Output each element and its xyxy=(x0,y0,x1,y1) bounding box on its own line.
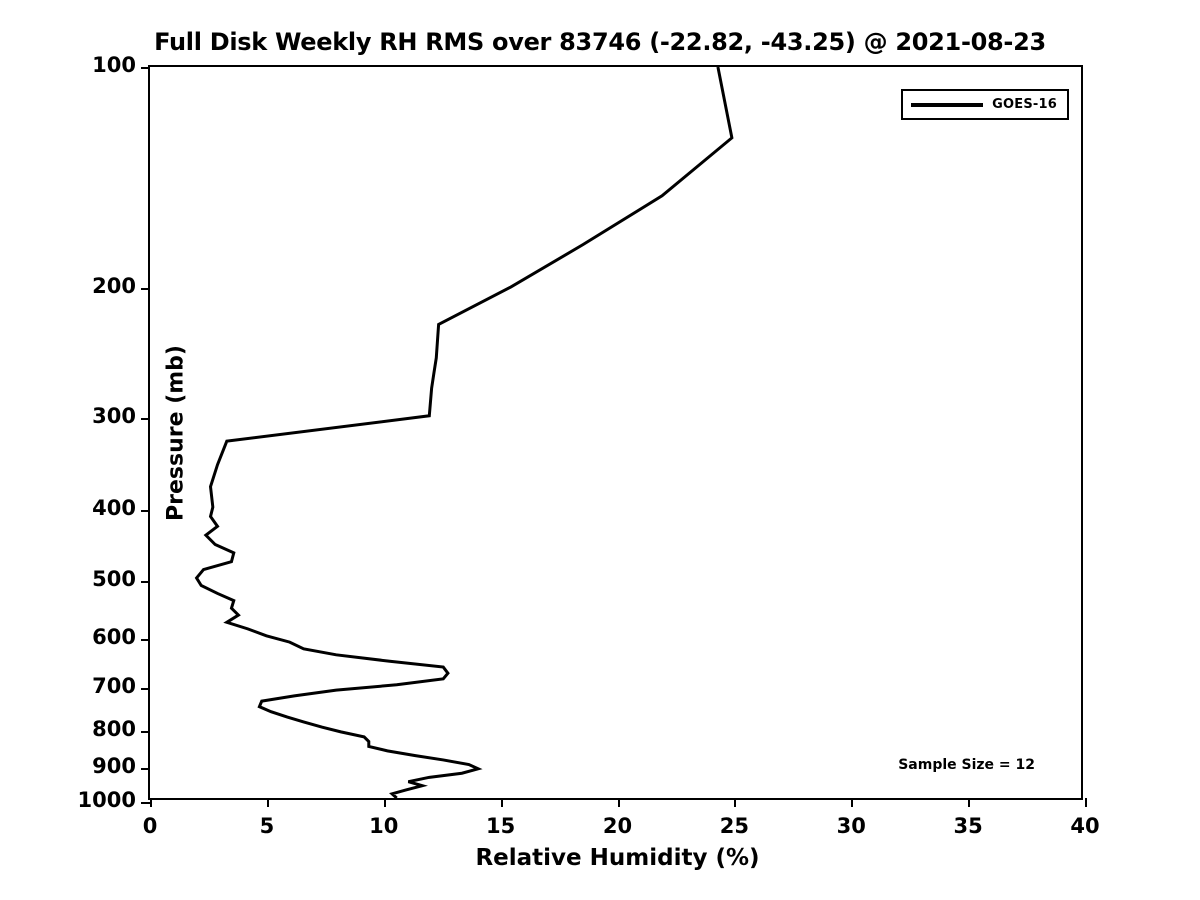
y-tick-label-700: 700 xyxy=(92,674,136,699)
x-tick-20 xyxy=(617,798,620,807)
sample-size-annotation: Sample Size = 12 xyxy=(898,757,1035,773)
x-tick-label-20: 20 xyxy=(602,814,633,838)
chart-title: Full Disk Weekly RH RMS over 83746 (-22.… xyxy=(154,28,1046,56)
x-tick-label-25: 25 xyxy=(719,814,749,838)
legend: GOES-16 xyxy=(901,89,1069,120)
y-tick-label-300: 300 xyxy=(92,403,136,428)
y-tick-label-500: 500 xyxy=(92,566,136,591)
x-tick-5 xyxy=(266,798,269,807)
x-tick-label-0: 0 xyxy=(142,814,158,838)
x-tick-0 xyxy=(150,798,152,807)
x-tick-40 xyxy=(1085,798,1087,807)
x-tick-label-40: 40 xyxy=(1070,814,1100,838)
y-tick-label-800: 800 xyxy=(92,716,136,741)
y-tick-label-400: 400 xyxy=(92,495,136,520)
y-tick-800 xyxy=(141,730,150,733)
legend-label-goes-16: GOES-16 xyxy=(992,97,1057,112)
x-tick-35 xyxy=(968,798,971,807)
y-tick-label-200: 200 xyxy=(92,274,136,299)
x-tick-label-5: 5 xyxy=(259,814,275,838)
plot-area: 100 200 300 400 500 600 700 800 900 1000 0 5 10 15 20… xyxy=(78,53,1100,871)
y-tick-400 xyxy=(141,509,150,512)
y-tick-1000 xyxy=(141,802,150,804)
data-line-goes-16 xyxy=(194,67,734,798)
x-tick-label-30: 30 xyxy=(836,814,866,838)
y-tick-600 xyxy=(141,638,150,641)
x-tick-label-15: 15 xyxy=(486,814,516,838)
legend-swatch-goes-16 xyxy=(911,102,984,107)
data-plot-svg xyxy=(194,67,734,798)
y-tick-100 xyxy=(141,67,150,69)
y-tick-300 xyxy=(141,417,150,420)
y-tick-label-900: 900 xyxy=(92,754,136,779)
x-tick-label-35: 35 xyxy=(953,814,983,838)
y-axis-label: Pressure (mb) xyxy=(163,344,189,521)
y-tick-label-600: 600 xyxy=(92,624,136,649)
x-tick-10 xyxy=(383,798,386,807)
x-tick-30 xyxy=(851,798,854,807)
y-tick-500 xyxy=(141,580,150,583)
y-tick-900 xyxy=(141,768,150,771)
x-tick-25 xyxy=(734,798,737,807)
y-tick-label-100: 100 xyxy=(92,53,136,77)
y-tick-200 xyxy=(141,288,150,291)
y-tick-700 xyxy=(141,688,150,691)
x-axis-label: Relative Humidity (%) xyxy=(475,845,760,871)
y-tick-label-1000: 1000 xyxy=(77,788,136,812)
x-tick-label-10: 10 xyxy=(369,814,399,838)
x-tick-15 xyxy=(500,798,503,807)
